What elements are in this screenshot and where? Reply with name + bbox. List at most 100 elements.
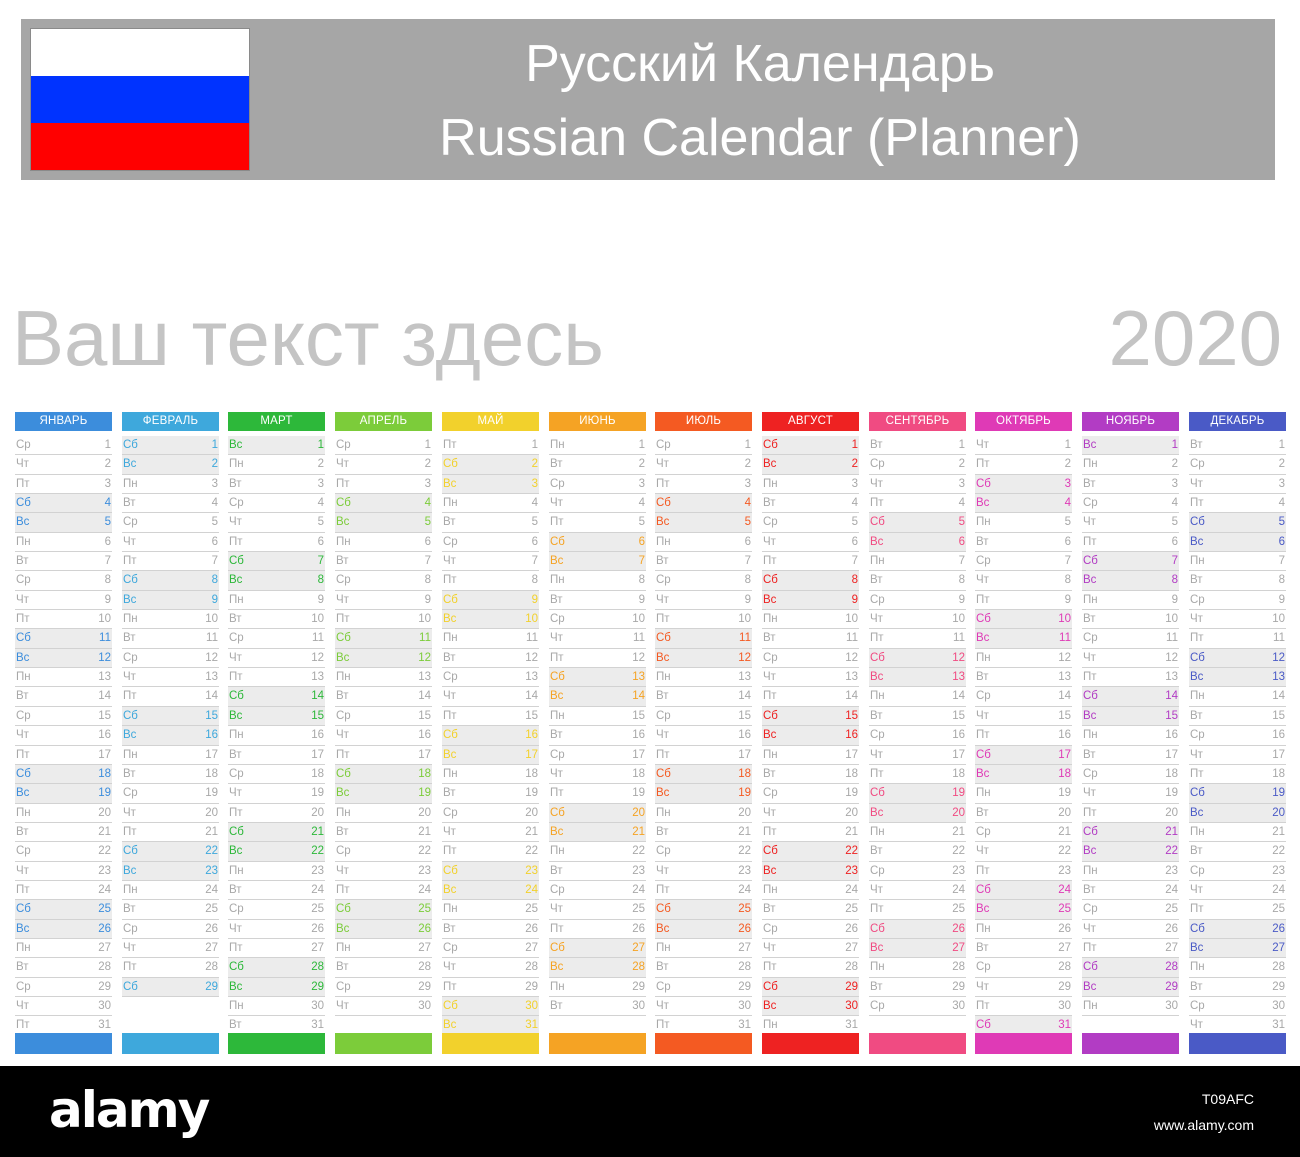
day-row: Вт 5	[442, 513, 539, 533]
weekday-label: Пт	[550, 787, 564, 800]
day-row: Ср 2	[1189, 455, 1286, 475]
day-row: Пт 8	[442, 571, 539, 591]
day-row: Ср 20	[442, 804, 539, 823]
day-row: Пт 4	[1189, 494, 1286, 514]
weekday-label: Вс	[1083, 574, 1097, 587]
day-number: 18	[1058, 767, 1071, 780]
day-row: Ср 1	[655, 436, 752, 456]
weekday-label: Пт	[229, 535, 243, 548]
weekday-label: Вт	[1083, 883, 1096, 896]
day-number: 7	[744, 555, 751, 568]
day-number: 7	[1278, 555, 1285, 568]
weekday-label: Пт	[976, 864, 990, 877]
day-number: 28	[738, 961, 751, 974]
day-number: 27	[738, 941, 751, 954]
day-number: 27	[205, 941, 218, 954]
day-number: 30	[845, 999, 858, 1012]
day-number: 17	[845, 748, 858, 761]
weekday-label: Сб	[443, 864, 458, 877]
weekday-label: Вс	[870, 806, 884, 819]
day-row: Пт 4	[869, 494, 966, 514]
day-row: Ср 25	[228, 900, 325, 920]
month-column: АВГУСТ Сб 1 Вс 2 Пн 3 Вт 4 Ср 5 Чт 6 Пт 7 Сб 8 Вс 9 Пн 10 Вт 1…	[762, 412, 859, 1054]
weekday-label: Пн	[550, 439, 565, 451]
day-row: Сб 27	[549, 938, 646, 959]
day-row: Ср 4	[228, 494, 325, 514]
day-row: Чт 16	[335, 726, 432, 746]
day-number: 19	[525, 787, 538, 800]
day-row: Пн 6	[655, 533, 752, 553]
weekday-label: Сб	[1190, 651, 1205, 664]
day-row: Вс 22	[1082, 842, 1179, 862]
day-number: 29	[1272, 980, 1285, 993]
day-row: Сб 16	[442, 726, 539, 746]
day-row: Вс 29	[1082, 977, 1179, 997]
month-header: МАЙ	[442, 412, 539, 431]
day-number: 9	[851, 593, 858, 606]
day-row: Чт 20	[762, 804, 859, 823]
day-number: 10	[98, 613, 111, 626]
day-number: 8	[638, 574, 645, 587]
weekday-label: Сб	[229, 825, 244, 838]
day-number: 19	[311, 787, 324, 800]
russian-flag-icon	[30, 28, 250, 171]
day-number: 11	[206, 632, 218, 645]
weekday-label: Вс	[336, 651, 350, 664]
day-number: 18	[738, 767, 751, 780]
day-number: 27	[632, 941, 645, 954]
weekday-label: Вт	[550, 729, 563, 742]
weekday-label: Сб	[763, 709, 778, 722]
day-row: Пн 9	[1082, 591, 1179, 611]
day-number: 18	[845, 767, 858, 780]
day-row: Вс 13	[869, 668, 966, 688]
day-row: Чт 13	[762, 668, 859, 688]
weekday-label: Ср	[336, 439, 351, 451]
weekday-label: Ср	[656, 980, 671, 993]
weekday-label: Ср	[1083, 632, 1098, 645]
day-number: 16	[845, 729, 858, 742]
day-number: 3	[317, 477, 324, 490]
day-number: 27	[1058, 941, 1071, 954]
day-row: Пн 7	[869, 552, 966, 572]
weekday-label: Ср	[870, 999, 885, 1012]
day-list: Вт 1 Ср 2 Чт 3 Пт 4 Сб 5 Вс 6 Пн 7 Вт 8 Ср 9 Чт 10 Пт 11 Сб 12 В…	[1189, 436, 1286, 1036]
weekday-label: Чт	[123, 806, 136, 819]
day-number: 9	[424, 593, 431, 606]
weekday-label: Пн	[763, 1019, 778, 1032]
day-row: Пн 16	[228, 726, 325, 746]
day-number: 21	[205, 825, 218, 838]
weekday-label: Чт	[976, 980, 989, 993]
weekday-label: Ср	[870, 593, 885, 606]
weekday-label: Сб	[123, 709, 138, 722]
day-number: 9	[744, 593, 751, 606]
weekday-label: Пн	[656, 806, 671, 819]
day-row: Вс 19	[15, 784, 112, 804]
day-number: 10	[1058, 613, 1071, 626]
weekday-label: Сб	[123, 439, 138, 451]
day-row: Сб 19	[869, 784, 966, 804]
day-row: Чт 2	[335, 455, 432, 475]
day-number: 11	[1166, 632, 1178, 645]
weekday-label: Вт	[976, 941, 989, 954]
day-number: 5	[424, 516, 431, 529]
weekday-label: Пт	[870, 632, 884, 645]
day-number: 3	[531, 477, 538, 490]
weekday-label: Пн	[1083, 864, 1098, 877]
day-number: 12	[738, 651, 751, 664]
day-row: Ср 18	[228, 765, 325, 785]
weekday-label: Вт	[443, 651, 456, 664]
day-row: Ср 12	[762, 649, 859, 669]
weekday-label: Пт	[1190, 903, 1204, 916]
day-number: 3	[1064, 477, 1071, 490]
weekday-label: Пт	[870, 903, 884, 916]
day-row: Чт 30	[15, 997, 112, 1017]
day-number: 11	[633, 632, 645, 645]
day-row: Чт 16	[655, 726, 752, 746]
weekday-label: Вт	[550, 593, 563, 606]
day-number: 10	[952, 613, 965, 626]
day-number: 21	[1272, 825, 1285, 838]
day-row: Сб 11	[15, 629, 112, 649]
day-number: 3	[851, 477, 858, 490]
weekday-label: Ср	[123, 787, 138, 800]
weekday-label: Вс	[229, 574, 243, 587]
